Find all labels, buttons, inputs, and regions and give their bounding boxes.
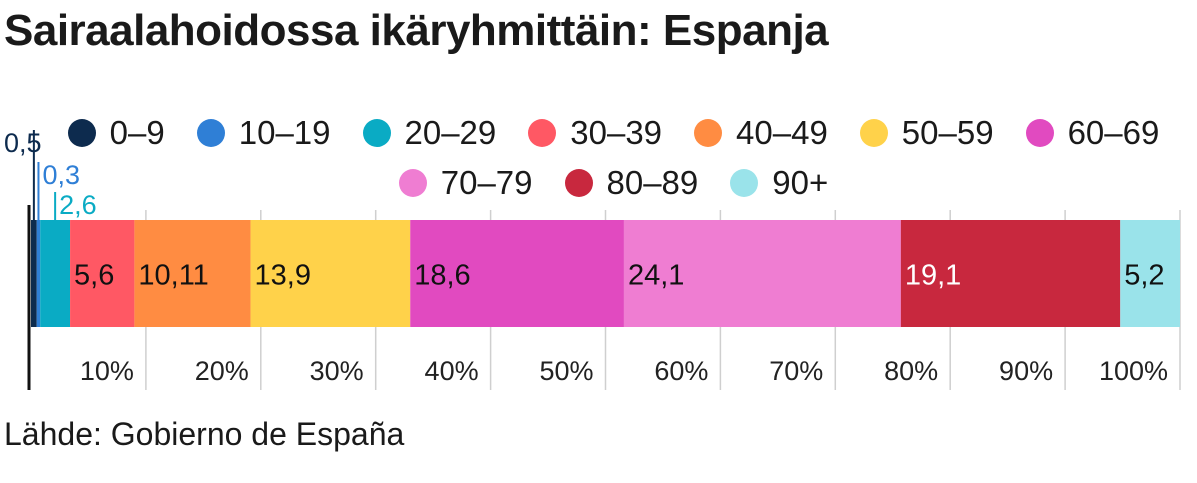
bar-segment bbox=[70, 220, 135, 327]
legend-label: 30–39 bbox=[570, 114, 663, 151]
source-note: Lähde: Gobierno de España bbox=[4, 416, 405, 452]
data-label: 10,11 bbox=[138, 260, 208, 292]
legend-swatch bbox=[398, 169, 427, 197]
legend-label: 0–9 bbox=[109, 114, 165, 151]
legend-item: 80–89 bbox=[564, 162, 699, 204]
legend-label: 60–69 bbox=[1067, 114, 1160, 151]
tick-label: 80% bbox=[884, 356, 938, 386]
data-label: 19,1 bbox=[905, 260, 961, 292]
data-label: 5,2 bbox=[1124, 260, 1164, 292]
legend-item: 30–39 bbox=[528, 112, 662, 154]
bar-segment bbox=[36, 220, 41, 327]
data-label: 2,6 bbox=[59, 190, 97, 220]
legend-swatch bbox=[859, 119, 888, 147]
legend-swatch bbox=[67, 119, 96, 147]
bar-segment bbox=[134, 220, 251, 327]
tick-label: 100% bbox=[1099, 356, 1168, 386]
data-label: 0,5 bbox=[4, 128, 42, 158]
legend-item: 50–59 bbox=[859, 112, 994, 154]
legend-item: 60–69 bbox=[1025, 112, 1160, 154]
legend-label: 90+ bbox=[772, 164, 829, 201]
tick-label: 40% bbox=[425, 356, 479, 386]
bar-segment bbox=[410, 220, 624, 327]
legend-label: 10–19 bbox=[238, 114, 331, 151]
legend-item: 0–9 bbox=[67, 112, 165, 154]
tick-label: 70% bbox=[769, 356, 823, 386]
legend-swatch bbox=[196, 119, 225, 147]
legend-item: 40–49 bbox=[694, 112, 828, 154]
bar-segment bbox=[1120, 220, 1180, 327]
data-label: 0,3 bbox=[42, 160, 80, 190]
legend-swatch bbox=[730, 169, 759, 197]
legend-item: 20–29 bbox=[362, 112, 497, 154]
legend-label: 50–59 bbox=[901, 114, 994, 151]
legend-swatch bbox=[564, 169, 593, 197]
legend-swatch bbox=[362, 119, 391, 147]
tick-label: 50% bbox=[539, 356, 593, 386]
data-label: 18,6 bbox=[414, 260, 470, 292]
legend-swatch bbox=[694, 119, 723, 147]
data-label: 5,6 bbox=[74, 260, 114, 292]
bar-segment bbox=[900, 220, 1121, 327]
legend-swatch bbox=[1025, 119, 1054, 147]
tick-label: 60% bbox=[654, 356, 708, 386]
legend-item: 90+ bbox=[730, 162, 828, 204]
legend: 0–9 10–19 20–29 30–39 40–49 50–59 60–69 70–79 80… bbox=[30, 112, 1197, 204]
tick-label: 10% bbox=[80, 356, 134, 386]
legend-label: 80–89 bbox=[606, 164, 699, 201]
tick-label: 30% bbox=[310, 356, 364, 386]
legend-item: 10–19 bbox=[196, 112, 331, 154]
legend-label: 40–49 bbox=[736, 114, 828, 151]
data-label: 13,9 bbox=[255, 260, 311, 292]
data-label: 24,1 bbox=[628, 260, 684, 292]
legend-label: 70–79 bbox=[440, 164, 533, 201]
tick-label: 90% bbox=[999, 356, 1053, 386]
bar-segment bbox=[623, 220, 901, 327]
bar-segment bbox=[40, 220, 71, 327]
chart-title: Sairaalahoidossa ikäryhmittäin: Espanja bbox=[4, 6, 829, 55]
legend-swatch bbox=[528, 119, 557, 147]
tick-label: 20% bbox=[195, 356, 249, 386]
bar-segment bbox=[31, 220, 37, 327]
bar-segment bbox=[250, 220, 411, 327]
legend-label: 20–29 bbox=[404, 114, 497, 151]
legend-item: 70–79 bbox=[398, 162, 533, 204]
